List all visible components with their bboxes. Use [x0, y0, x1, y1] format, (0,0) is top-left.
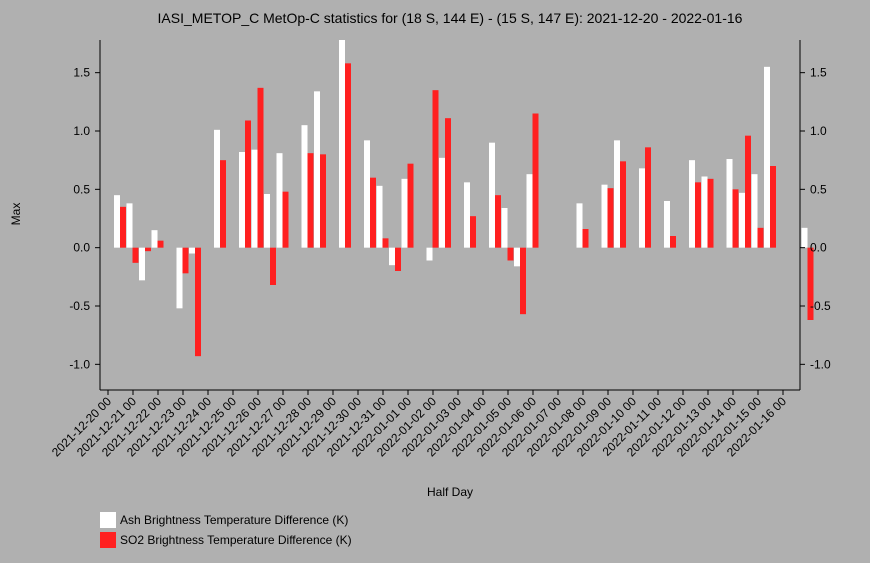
ash-bar — [401, 178, 408, 248]
x-axis-label: Half Day — [427, 485, 473, 499]
ash-bar — [701, 176, 708, 248]
ash-bar — [639, 168, 645, 248]
ash-bar — [314, 91, 320, 248]
so2-bar — [432, 90, 439, 248]
y-tick-label-right: 1.5 — [810, 66, 827, 80]
y-tick-label-left: 0.0 — [73, 241, 90, 255]
ash-bar — [126, 203, 133, 248]
ash-bar — [139, 247, 145, 281]
y-tick-label-left: 1.5 — [73, 66, 90, 80]
so2-bar — [220, 160, 226, 248]
so2-bar — [670, 236, 676, 248]
y-tick-label-right: 0.0 — [810, 241, 827, 255]
so2-bar — [520, 247, 526, 315]
so2-bar — [282, 191, 289, 248]
ash-bar — [389, 247, 395, 266]
so2-bar — [495, 195, 501, 248]
y-tick-label-left: 1.0 — [73, 124, 90, 138]
ash-bar — [151, 230, 158, 248]
ash-bar — [464, 182, 470, 248]
so2-bar — [370, 177, 376, 248]
y-tick-label-right: -0.5 — [810, 299, 831, 313]
ash-bar — [114, 195, 120, 248]
ash-bar — [689, 160, 695, 248]
so2-bar — [757, 227, 764, 248]
so2-bar — [257, 87, 264, 248]
ash-bar — [664, 201, 670, 248]
so2-bar — [807, 247, 814, 320]
ash-bar — [726, 159, 733, 248]
so2-bar — [195, 247, 201, 357]
so2-bar — [145, 247, 151, 252]
ash-bar — [301, 125, 308, 248]
ash-bar — [614, 140, 620, 248]
ash-bar — [264, 194, 270, 248]
so2-bar — [532, 113, 539, 248]
so2-bar — [395, 247, 401, 271]
so2-bar — [445, 118, 451, 248]
so2-bar — [120, 206, 126, 248]
so2-bar — [770, 166, 776, 248]
so2-bar — [320, 154, 326, 248]
ash-bar — [276, 153, 283, 248]
so2-bar — [470, 216, 476, 248]
ash-bar — [489, 142, 495, 248]
so2-bar — [582, 229, 589, 248]
so2-bar — [157, 240, 164, 248]
so2-bar — [382, 238, 389, 248]
ash-bar — [739, 192, 745, 248]
ash-bar — [576, 203, 583, 248]
legend-swatch-ash — [100, 512, 116, 528]
y-tick-label-right: 1.0 — [810, 124, 827, 138]
so2-bar — [645, 147, 651, 248]
legend-label-so2: SO2 Brightness Temperature Difference (K… — [120, 533, 352, 547]
so2-bar — [745, 135, 751, 248]
so2-bar — [507, 247, 514, 261]
chart-title: IASI_METOP_C MetOp-C statistics for (18 … — [158, 10, 743, 26]
y-tick-label-right: -1.0 — [810, 357, 831, 371]
ash-bar — [189, 247, 195, 254]
ash-bar — [601, 184, 608, 248]
ash-bar — [239, 152, 245, 248]
legend-swatch-so2 — [100, 532, 116, 548]
so2-bar — [345, 63, 351, 248]
so2-bar — [407, 163, 414, 248]
ash-bar — [426, 247, 433, 261]
y-ticks-group: -1.0 -1.0 -0.5 -0.5 0.0 0.0 0.5 0.5 1.0 1.0 1.5 1.5 — [69, 66, 831, 372]
y-tick-label-left: -0.5 — [69, 299, 90, 313]
ash-bar — [251, 149, 258, 248]
ash-bar — [339, 40, 345, 248]
so2-bar — [620, 161, 626, 248]
ash-bar — [801, 227, 808, 248]
ash-bar — [751, 174, 758, 248]
bars-group — [114, 40, 814, 357]
ash-bar — [214, 129, 220, 248]
so2-bar — [307, 153, 314, 248]
so2-bar — [132, 247, 139, 263]
ash-bar — [764, 66, 770, 248]
so2-bar — [707, 178, 714, 248]
ash-bar — [364, 140, 370, 248]
ash-bar — [176, 247, 183, 309]
so2-bar — [607, 188, 614, 248]
so2-bar — [695, 182, 701, 248]
so2-bar — [732, 189, 739, 248]
y-tick-label-right: 0.5 — [810, 182, 827, 196]
so2-bar — [270, 247, 276, 285]
legend-label-ash: Ash Brightness Temperature Difference (K… — [120, 513, 348, 527]
y-axis-label: Max — [9, 203, 23, 226]
legend: Ash Brightness Temperature Difference (K… — [100, 512, 352, 548]
y-tick-label-left: 0.5 — [73, 182, 90, 196]
ash-bar — [376, 185, 383, 248]
ash-bar — [501, 208, 508, 248]
so2-bar — [245, 120, 251, 248]
ash-bar — [514, 247, 520, 267]
ash-bar — [526, 174, 533, 248]
so2-bar — [182, 247, 189, 274]
y-tick-label-left: -1.0 — [69, 357, 90, 371]
ash-bar — [439, 157, 445, 248]
